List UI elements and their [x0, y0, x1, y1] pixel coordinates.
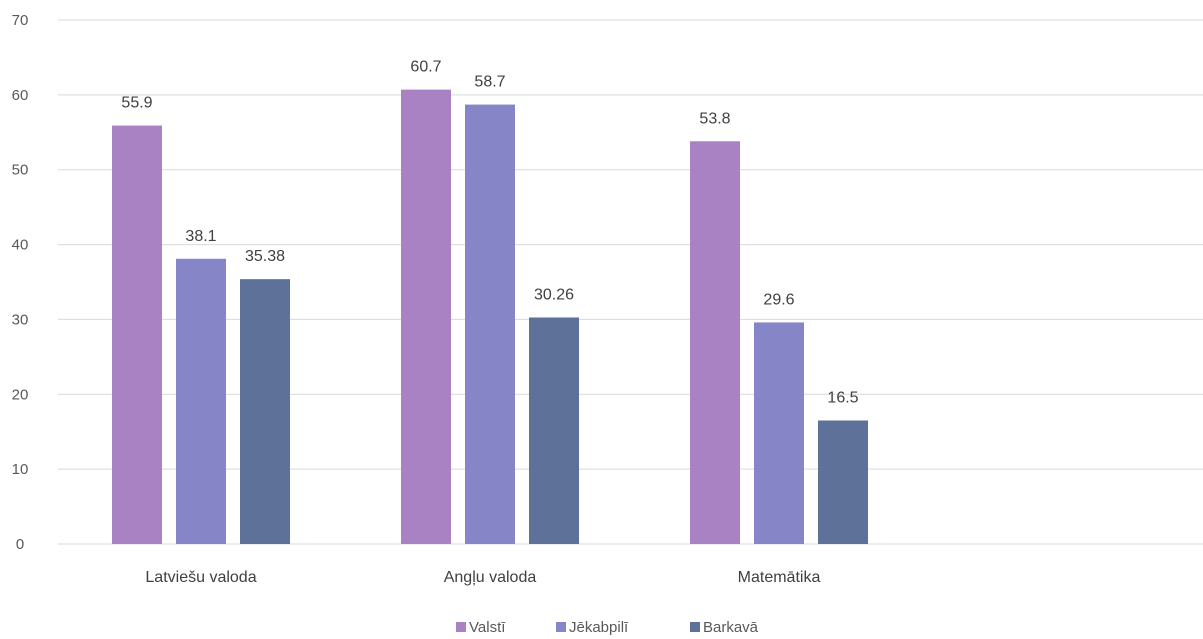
bar [529, 317, 579, 544]
legend-label: Jēkabpilī [569, 619, 629, 636]
bar [818, 420, 868, 544]
legend-swatch [690, 622, 700, 632]
y-tick-label: 60 [12, 87, 29, 104]
y-tick-label: 0 [16, 536, 24, 553]
bar [112, 125, 162, 544]
legend-swatch [556, 622, 566, 632]
y-tick-label: 50 [12, 162, 29, 179]
legend-label: Valstī [469, 619, 506, 636]
y-axis-ticks: 0 10 20 30 40 50 60 70 [12, 12, 29, 553]
bar [401, 89, 451, 545]
bars [112, 89, 868, 545]
data-label: 55.9 [121, 95, 152, 112]
legend-label: Barkavā [703, 619, 759, 636]
y-tick-label: 70 [12, 12, 29, 29]
y-tick-label: 10 [12, 461, 29, 478]
data-label: 38.1 [185, 228, 216, 245]
bar [176, 258, 226, 544]
data-label: 60.7 [410, 59, 441, 76]
data-labels: 55.9 38.1 35.38 60.7 58.7 30.26 53.8 29.6 16.5 [121, 59, 858, 407]
x-category-label: Angļu valoda [444, 569, 537, 586]
bar [690, 141, 740, 545]
legend-swatch [456, 622, 466, 632]
y-tick-label: 30 [12, 311, 29, 328]
y-tick-label: 20 [12, 386, 29, 403]
y-tick-label: 40 [12, 237, 29, 254]
data-label: 30.26 [534, 286, 574, 303]
data-label: 53.8 [699, 110, 730, 127]
data-label: 35.38 [245, 248, 285, 265]
data-label: 29.6 [763, 291, 794, 308]
data-label: 58.7 [474, 74, 505, 91]
data-label: 16.5 [827, 389, 858, 406]
bar [465, 104, 515, 545]
x-category-label: Latviešu valoda [145, 569, 256, 586]
x-category-label: Matemātika [738, 569, 821, 586]
category-labels: Latviešu valoda Angļu valoda Matemātika [145, 569, 820, 586]
legend: Valstī Jēkabpilī Barkavā [456, 619, 759, 636]
bar [754, 322, 804, 544]
bar [240, 279, 290, 544]
gridlines [58, 19, 1203, 545]
